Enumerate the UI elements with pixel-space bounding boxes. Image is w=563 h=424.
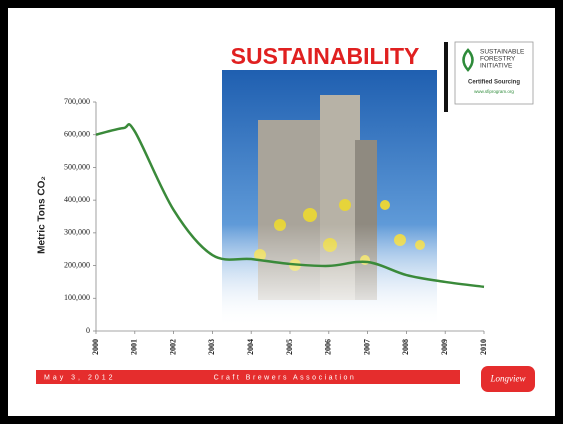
x-tick-label: 2000 xyxy=(91,339,100,355)
y-tick-label: 200,000 xyxy=(64,260,90,269)
x-tick-label: 2009 xyxy=(440,339,449,355)
footer-organization: Craft Brewers Association xyxy=(214,374,357,381)
x-tick-label: 2010 xyxy=(479,339,488,355)
x-tick-label: 2001 xyxy=(130,339,139,355)
x-tick-label: 2008 xyxy=(401,339,410,355)
y-tick-label: 500,000 xyxy=(64,162,90,171)
sfi-url: www.sfiprogram.org xyxy=(474,89,514,94)
longview-text: Longview xyxy=(490,374,526,384)
y-tick-label: 300,000 xyxy=(64,228,90,237)
y-axis-label: Metric Tons CO₂ xyxy=(37,176,48,254)
y-tick-label: 100,000 xyxy=(64,293,90,302)
x-tick-label: 2004 xyxy=(246,339,255,355)
sfi-certified: Certified Sourcing xyxy=(468,80,520,86)
sfi-logo: SUSTAINABLE FORESTRY INITIATIVE Certifie… xyxy=(455,42,533,104)
photo xyxy=(222,70,437,327)
y-tick-label: 400,000 xyxy=(64,195,90,204)
sfi-text: SUSTAINABLE xyxy=(480,49,525,56)
x-tick-label: 2003 xyxy=(207,339,216,355)
sfi-text: INITIATIVE xyxy=(480,63,513,70)
x-tick-label: 2002 xyxy=(168,339,177,355)
x-tick-label: 2006 xyxy=(324,339,333,355)
y-tick-label: 700,000 xyxy=(64,97,90,106)
y-tick-label: 600,000 xyxy=(64,130,90,139)
footer-date: May 3, 2012 xyxy=(44,374,116,381)
slide: SUSTAINABILITY SUSTAINABLE FORESTRY INIT… xyxy=(0,0,563,424)
y-tick-label: 0 xyxy=(86,326,90,335)
sfi-text: FORESTRY xyxy=(480,56,516,63)
divider xyxy=(444,42,448,112)
x-tick-label: 2007 xyxy=(362,339,371,355)
slide-title: SUSTAINABILITY xyxy=(231,43,420,69)
x-tick-label: 2005 xyxy=(285,339,294,355)
